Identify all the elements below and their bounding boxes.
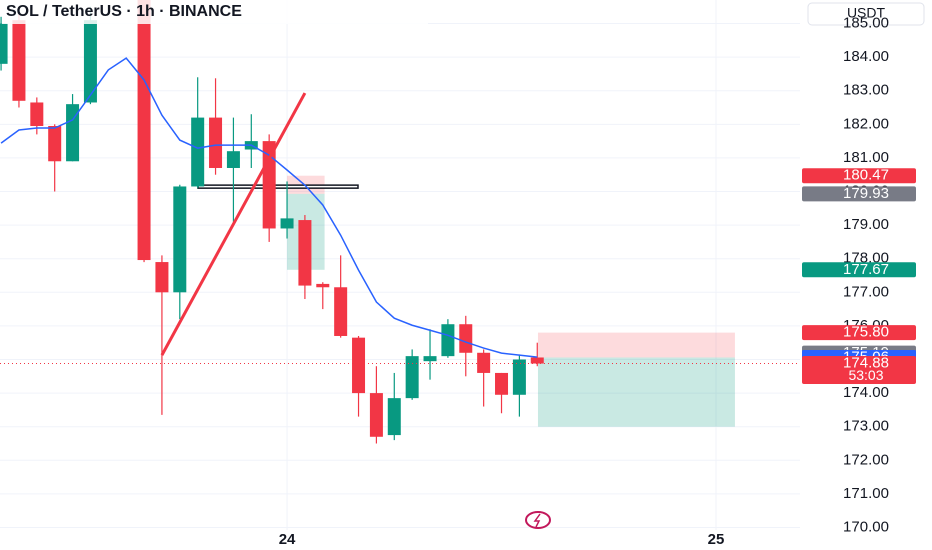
y-tick-label: 183.00 [843, 82, 889, 99]
plot-area [0, 0, 800, 530]
price-label-box [802, 325, 916, 341]
position-risk [537, 332, 735, 358]
price-label: 175.80 [843, 324, 889, 341]
y-tick-label: 182.00 [843, 115, 889, 132]
candle-body [83, 20, 97, 103]
moving-average [0, 57, 538, 358]
currency-button[interactable] [807, 2, 925, 26]
candle-body [352, 337, 366, 394]
price-label-box [802, 262, 916, 278]
candle-body [477, 352, 491, 373]
price-label-box [802, 186, 916, 202]
x-tick-label: 24 [279, 531, 296, 548]
candle-body [369, 393, 383, 437]
price-label-box [802, 168, 916, 184]
candle-body [173, 186, 187, 293]
candle-body [155, 262, 169, 293]
y-tick-label: 171.00 [843, 485, 889, 502]
candle-body [405, 356, 419, 399]
candle-body [530, 357, 544, 364]
title-backdrop [2, 0, 428, 24]
trend-line [160, 92, 307, 356]
y-tick-label: 184.00 [843, 48, 889, 65]
price-label: 177.67 [843, 261, 889, 278]
candle-body [280, 218, 294, 229]
position-reward [537, 357, 735, 427]
price-label-box [802, 356, 916, 385]
candle-body [441, 324, 455, 357]
candle-body [0, 23, 8, 64]
candle-body [495, 372, 509, 395]
candle-body [316, 283, 330, 288]
y-tick-label: 172.00 [843, 451, 889, 468]
candle-body [30, 102, 44, 126]
currency-label: USDT [847, 5, 886, 21]
candle-body [387, 398, 401, 436]
price-label: 179.93 [843, 185, 889, 202]
price-label: 180.47 [843, 167, 889, 184]
y-tick-label: 173.00 [843, 418, 889, 435]
candle-body [512, 359, 526, 395]
candle-body [66, 104, 80, 162]
candle-body [12, 20, 26, 101]
x-tick-label: 25 [708, 531, 725, 548]
candle-body [262, 141, 276, 229]
candle-body [209, 117, 223, 168]
logo [525, 511, 551, 529]
y-tick-label: 179.00 [843, 216, 889, 233]
candle-body [459, 324, 473, 353]
candle-body [298, 220, 312, 286]
candle-body [137, 0, 151, 261]
y-tick-label: 170.00 [843, 518, 889, 535]
drawn-rectangle [197, 184, 359, 189]
candle-body [334, 287, 348, 336]
y-tick-label: 174.00 [843, 384, 889, 401]
y-tick-label: 181.00 [843, 149, 889, 166]
price-label: 174.88 [843, 354, 889, 371]
y-tick-label: 185.00 [843, 14, 889, 31]
candle-body [226, 151, 240, 168]
candle-body [423, 356, 437, 362]
candle-body [191, 117, 205, 187]
y-tick-label: 177.00 [843, 283, 889, 300]
price-countdown: 53:03 [848, 367, 883, 383]
chart-title: SOL / TetherUS · 1h · BINANCE [6, 3, 242, 20]
candle-body [48, 125, 62, 162]
